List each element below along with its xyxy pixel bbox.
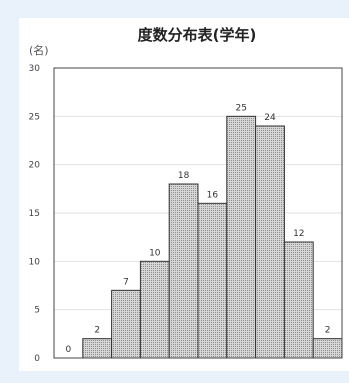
bar (111, 289, 141, 359)
chart-card: 度数分布表(学年) (名) 0 2 7 10 18 16 25 24 12 2 0 5 10 15 20 2… (19, 18, 349, 371)
y-tick-label: 15 (29, 209, 40, 219)
bar-value-label: 18 (178, 171, 190, 181)
bar-value-label: 25 (235, 103, 246, 113)
bar (139, 260, 170, 359)
bar-value-label: 24 (264, 113, 276, 123)
bar (168, 183, 199, 359)
y-tick-label: 30 (29, 64, 41, 74)
bar-value-label: 10 (149, 248, 161, 258)
bar-value-label: 0 (66, 345, 72, 355)
bar-value-label: 16 (207, 190, 219, 200)
bar (197, 202, 228, 359)
y-tick-label: 10 (29, 257, 41, 267)
bar (283, 241, 314, 359)
bar (82, 338, 113, 359)
bar (255, 125, 285, 359)
bar-value-labels: 0 2 7 10 18 16 25 24 12 2 (66, 103, 331, 355)
chart-title: 度数分布表(学年) (138, 26, 257, 44)
plot-frame (53, 67, 343, 359)
bar-value-label: 2 (94, 326, 100, 336)
y-axis-unit: (名) (29, 43, 49, 57)
y-tick-label: 0 (34, 354, 40, 364)
bar-value-label: 7 (123, 277, 129, 287)
bar-value-label: 12 (293, 229, 304, 239)
y-tick-label: 25 (29, 112, 40, 122)
bar (312, 338, 343, 359)
y-tick-label: 5 (34, 306, 40, 316)
bars (82, 115, 343, 359)
histogram-chart: 度数分布表(学年) (名) 0 2 7 10 18 16 25 24 12 2 0 5 10 15 20 2… (29, 26, 343, 364)
y-tick-label: 20 (29, 161, 41, 171)
bar (226, 115, 257, 359)
bar-value-label: 2 (325, 326, 331, 336)
y-axis-ticks: 0 5 10 15 20 25 30 (29, 64, 41, 364)
